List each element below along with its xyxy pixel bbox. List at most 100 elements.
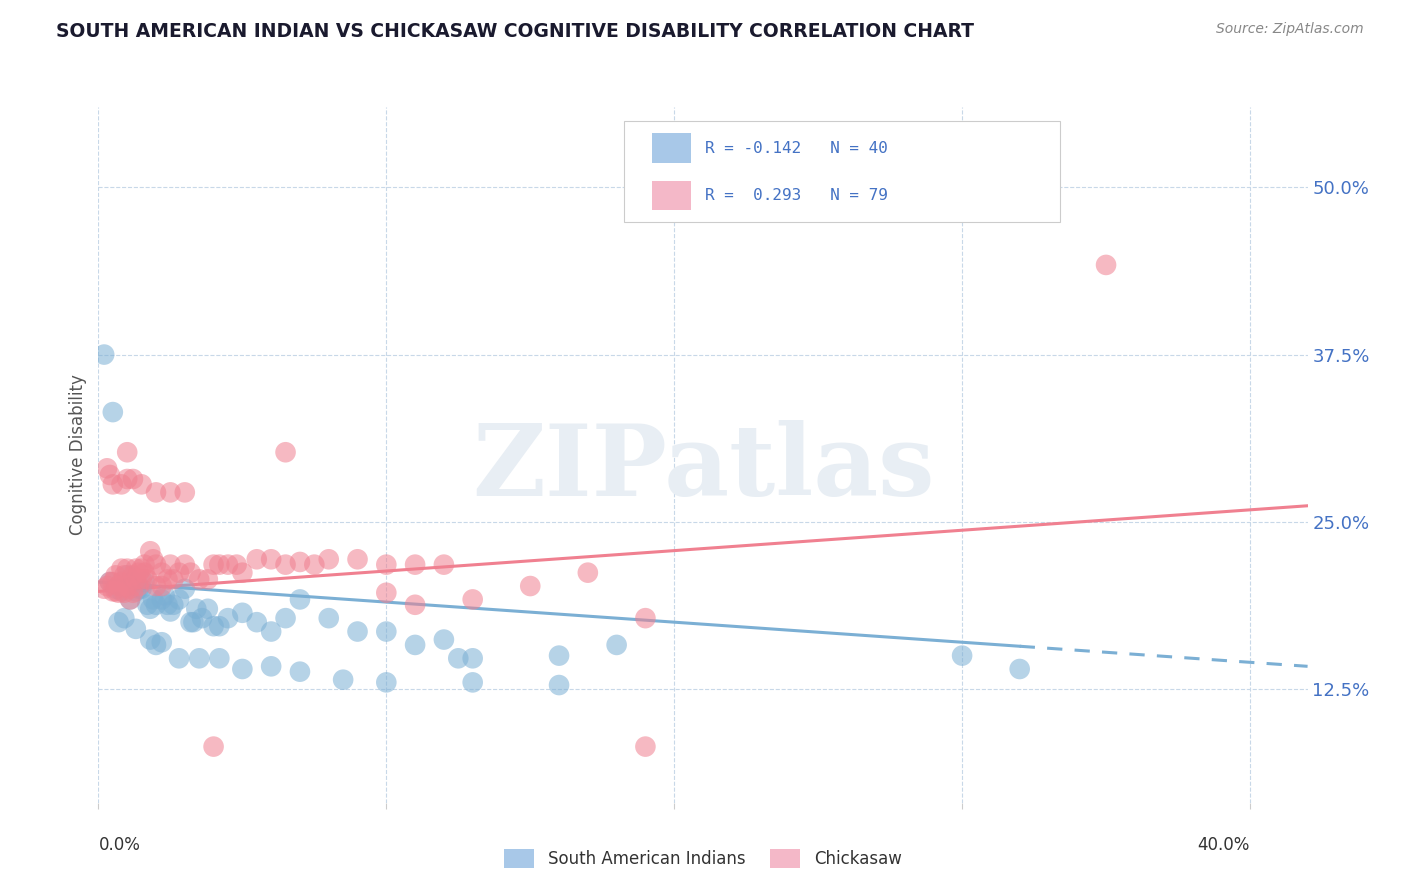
Point [112, 568, 135, 582]
Point [142, 592, 165, 607]
Point [134, 566, 156, 580]
Point [110, 477, 132, 491]
Point [288, 555, 311, 569]
Point [576, 566, 599, 580]
Point [122, 568, 145, 582]
Point [1095, 258, 1118, 272]
Point [131, 582, 153, 596]
Point [634, 611, 657, 625]
Point [115, 568, 138, 582]
Point [145, 638, 167, 652]
Point [145, 558, 167, 572]
Point [150, 592, 173, 607]
Point [98, 575, 121, 590]
Point [950, 648, 973, 663]
Point [173, 485, 195, 500]
Point [375, 624, 398, 639]
Point [180, 615, 202, 630]
Point [404, 598, 426, 612]
Point [93, 582, 115, 596]
Point [173, 582, 195, 596]
Point [115, 562, 138, 576]
Point [122, 575, 145, 590]
Point [115, 472, 138, 486]
Point [180, 566, 202, 580]
Point [217, 558, 239, 572]
Point [122, 586, 145, 600]
Point [96, 579, 118, 593]
Point [162, 573, 184, 587]
FancyBboxPatch shape [624, 121, 1060, 222]
Point [128, 579, 150, 593]
Point [110, 584, 132, 599]
Point [139, 544, 162, 558]
Point [104, 568, 127, 582]
Text: 0.0%: 0.0% [98, 837, 141, 855]
FancyBboxPatch shape [652, 134, 690, 162]
Point [433, 632, 456, 647]
Point [167, 592, 190, 607]
Point [162, 598, 184, 612]
Point [96, 461, 118, 475]
Point [208, 651, 231, 665]
Point [134, 558, 156, 572]
Point [461, 651, 484, 665]
Point [634, 739, 657, 754]
Y-axis label: Cognitive Disability: Cognitive Disability [69, 375, 87, 535]
Point [145, 579, 167, 593]
Point [346, 552, 368, 566]
Point [246, 552, 269, 566]
FancyBboxPatch shape [652, 181, 690, 210]
Point [274, 558, 297, 572]
Point [202, 558, 225, 572]
Point [120, 582, 142, 596]
Point [288, 592, 311, 607]
Point [145, 485, 167, 500]
Point [122, 472, 145, 486]
Point [188, 573, 211, 587]
Point [101, 477, 124, 491]
Point [548, 648, 571, 663]
Point [98, 575, 121, 590]
Point [128, 582, 150, 596]
Point [186, 602, 208, 616]
Point [131, 562, 153, 576]
Point [145, 598, 167, 612]
Point [159, 605, 181, 619]
Point [120, 592, 142, 607]
Point [246, 615, 269, 630]
Point [217, 611, 239, 625]
Point [159, 485, 181, 500]
Point [461, 592, 484, 607]
Point [125, 573, 148, 587]
Point [142, 552, 165, 566]
Point [107, 579, 129, 593]
Point [156, 598, 179, 612]
Point [183, 615, 205, 630]
Point [274, 611, 297, 625]
Point [107, 586, 129, 600]
Point [188, 651, 211, 665]
Point [318, 552, 340, 566]
Point [136, 573, 159, 587]
Point [260, 659, 283, 673]
Point [318, 611, 340, 625]
Point [208, 558, 231, 572]
Point [115, 579, 138, 593]
Point [101, 405, 124, 419]
Point [115, 445, 138, 459]
Point [156, 573, 179, 587]
Point [197, 602, 219, 616]
Point [150, 579, 173, 593]
Point [107, 615, 129, 630]
Point [125, 584, 148, 599]
Point [375, 558, 398, 572]
Point [128, 566, 150, 580]
Point [134, 575, 156, 590]
Point [404, 638, 426, 652]
Point [112, 586, 135, 600]
Point [153, 589, 176, 603]
Point [150, 566, 173, 580]
Point [120, 592, 142, 607]
Point [260, 624, 283, 639]
